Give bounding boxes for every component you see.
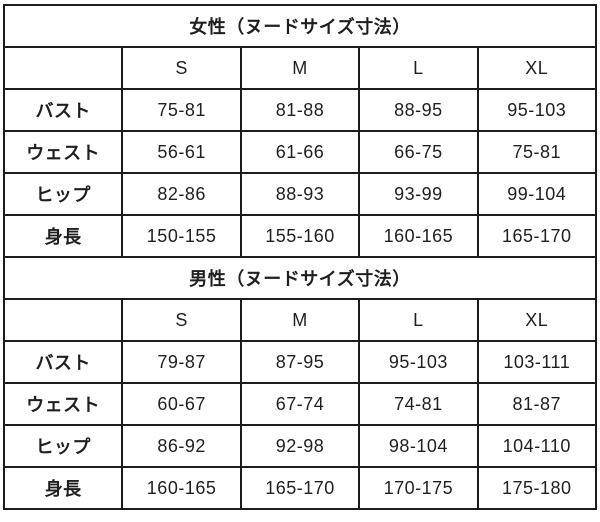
women-bust-s: 75-81 xyxy=(121,88,242,132)
women-waist-s: 56-61 xyxy=(121,130,242,174)
women-height-row: 身長 150-155 155-160 160-165 165-170 xyxy=(2,214,598,258)
men-size-header-xl: XL xyxy=(476,298,598,342)
men-waist-xl: 81-87 xyxy=(476,382,598,426)
women-size-header-row: S M L XL xyxy=(2,46,598,90)
women-height-m: 155-160 xyxy=(239,214,361,258)
women-bust-row: バスト 75-81 81-88 88-95 95-103 xyxy=(2,88,598,132)
women-height-l: 160-165 xyxy=(358,214,479,258)
women-height-label: 身長 xyxy=(2,214,124,258)
men-section-title: 男性（ヌードサイズ寸法） xyxy=(3,256,597,300)
men-bust-s: 79-87 xyxy=(121,340,242,384)
men-waist-m: 67-74 xyxy=(239,382,361,426)
men-hip-s: 86-92 xyxy=(121,424,242,468)
size-chart-table: 女性（ヌードサイズ寸法） S M L XL バスト 75-81 81-88 88… xyxy=(2,4,598,510)
women-section-title: 女性（ヌードサイズ寸法） xyxy=(3,4,597,48)
men-bust-xl: 103-111 xyxy=(476,340,598,384)
men-height-m: 165-170 xyxy=(239,466,361,510)
men-waist-row: ウェスト 60-67 67-74 74-81 81-87 xyxy=(2,382,598,426)
women-hip-l: 93-99 xyxy=(358,172,479,216)
women-bust-xl: 95-103 xyxy=(476,88,598,132)
men-hip-row: ヒップ 86-92 92-98 98-104 104-110 xyxy=(2,424,598,468)
men-size-header-row: S M L XL xyxy=(2,298,598,342)
women-waist-xl: 75-81 xyxy=(476,130,598,174)
men-bust-m: 87-95 xyxy=(239,340,361,384)
women-size-header-l: L xyxy=(358,46,479,90)
women-waist-l: 66-75 xyxy=(358,130,479,174)
women-size-header-m: M xyxy=(239,46,361,90)
men-bust-l: 95-103 xyxy=(358,340,479,384)
men-height-row: 身長 160-165 165-170 170-175 175-180 xyxy=(2,466,598,510)
men-height-s: 160-165 xyxy=(121,466,242,510)
women-waist-label: ウェスト xyxy=(2,130,124,174)
women-size-header-xl: XL xyxy=(476,46,598,90)
men-waist-l: 74-81 xyxy=(358,382,479,426)
women-hip-s: 82-86 xyxy=(121,172,242,216)
women-corner-cell xyxy=(2,46,124,90)
women-hip-row: ヒップ 82-86 88-93 93-99 99-104 xyxy=(2,172,598,216)
men-bust-row: バスト 79-87 87-95 95-103 103-111 xyxy=(2,340,598,384)
men-height-label: 身長 xyxy=(2,466,124,510)
women-size-header-s: S xyxy=(121,46,242,90)
men-section-title-row: 男性（ヌードサイズ寸法） xyxy=(3,256,597,300)
men-hip-l: 98-104 xyxy=(358,424,479,468)
men-size-header-l: L xyxy=(358,298,479,342)
men-corner-cell xyxy=(2,298,124,342)
men-waist-label: ウェスト xyxy=(2,382,124,426)
men-waist-s: 60-67 xyxy=(121,382,242,426)
women-bust-label: バスト xyxy=(2,88,124,132)
men-hip-m: 92-98 xyxy=(239,424,361,468)
men-size-header-s: S xyxy=(121,298,242,342)
women-section-title-row: 女性（ヌードサイズ寸法） xyxy=(3,4,597,48)
women-waist-row: ウェスト 56-61 61-66 66-75 75-81 xyxy=(2,130,598,174)
men-bust-label: バスト xyxy=(2,340,124,384)
women-hip-label: ヒップ xyxy=(2,172,124,216)
men-height-l: 170-175 xyxy=(358,466,479,510)
women-bust-m: 81-88 xyxy=(239,88,361,132)
women-waist-m: 61-66 xyxy=(239,130,361,174)
women-bust-l: 88-95 xyxy=(358,88,479,132)
men-hip-xl: 104-110 xyxy=(476,424,598,468)
men-size-header-m: M xyxy=(239,298,361,342)
women-hip-m: 88-93 xyxy=(239,172,361,216)
men-height-xl: 175-180 xyxy=(476,466,598,510)
women-height-s: 150-155 xyxy=(121,214,242,258)
women-height-xl: 165-170 xyxy=(476,214,598,258)
women-hip-xl: 99-104 xyxy=(476,172,598,216)
men-hip-label: ヒップ xyxy=(2,424,124,468)
